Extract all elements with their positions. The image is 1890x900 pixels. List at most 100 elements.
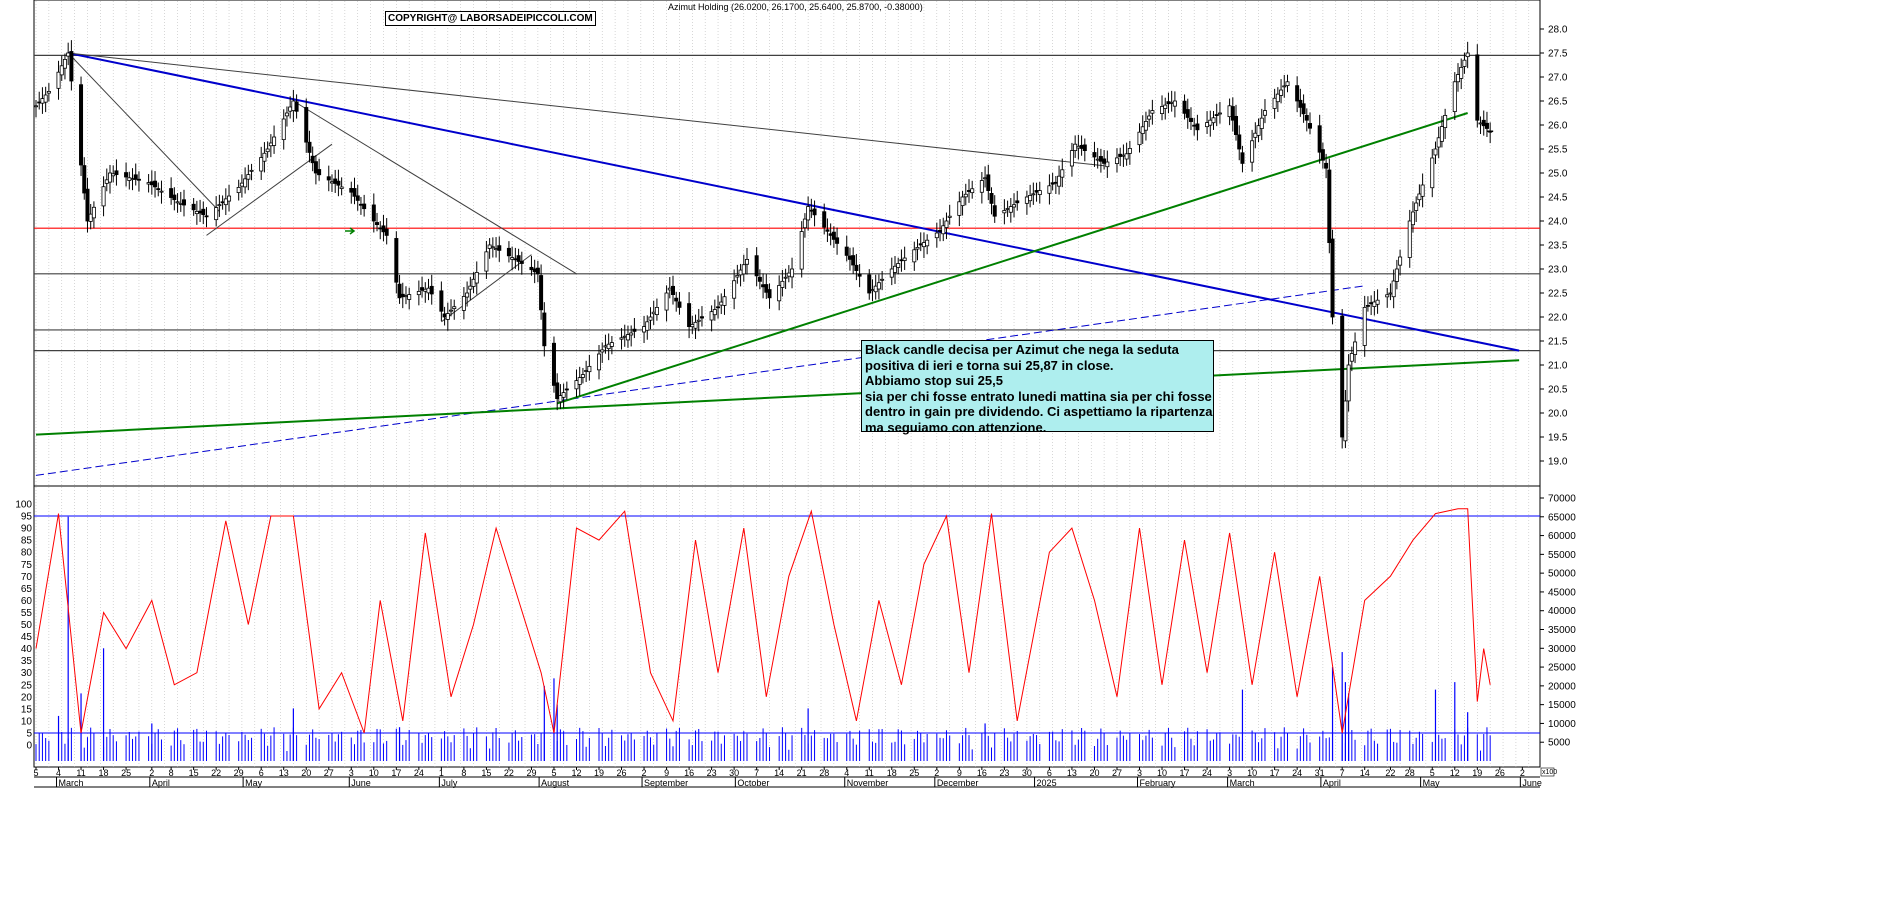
candle-body	[1340, 315, 1345, 438]
candle-body	[912, 249, 917, 263]
candle-body	[46, 91, 51, 94]
candle-body	[1394, 268, 1399, 282]
candle-body	[847, 255, 852, 260]
candle-body	[426, 287, 431, 294]
day-tick-label: 23	[999, 768, 1009, 778]
candle-body	[1279, 89, 1284, 96]
candle-body	[236, 186, 241, 194]
candle-body	[358, 203, 363, 206]
candle-body	[400, 293, 405, 298]
candle-body	[622, 335, 627, 338]
price-series	[34, 40, 1494, 449]
candle-body	[880, 278, 885, 281]
candle-body	[1172, 100, 1177, 107]
day-tick-label: 14	[774, 768, 784, 778]
candle-body	[699, 316, 704, 319]
candle-body	[194, 210, 199, 215]
candle-body	[114, 170, 119, 175]
day-tick-label: 3	[1227, 768, 1232, 778]
oscillator-tick-label: 10	[21, 716, 33, 727]
candle-body	[1114, 157, 1119, 164]
candle-body	[1008, 206, 1013, 213]
candle-body	[37, 101, 42, 104]
horizontal-levels	[34, 54, 1540, 734]
trendline	[67, 52, 220, 212]
annotation-line: Abbiamo stop sui 25,5	[865, 373, 1003, 388]
candle-body	[1015, 200, 1020, 204]
candle-body	[243, 178, 248, 188]
oscillator-tick-label: 65	[21, 584, 33, 595]
day-tick-label: 27	[324, 768, 334, 778]
price-tick-label: 19.5	[1548, 433, 1568, 444]
candle-body	[1057, 175, 1062, 187]
candle-body	[780, 280, 785, 288]
candle-body	[59, 65, 64, 76]
day-tick-label: 20	[1089, 768, 1099, 778]
candle-body	[574, 380, 579, 390]
candle-body	[146, 182, 151, 185]
candle-body	[1053, 181, 1058, 184]
candle-body	[577, 377, 582, 385]
day-tick-label: 10	[1157, 768, 1167, 778]
candle-body	[600, 349, 605, 353]
candle-body	[1324, 162, 1329, 169]
volume-tick-label: 30000	[1548, 644, 1576, 655]
candle-body	[558, 395, 563, 403]
candle-body	[1346, 364, 1351, 402]
candle-body	[825, 229, 830, 232]
scale-tag: x100	[1542, 769, 1557, 776]
candle-body	[651, 311, 656, 315]
candle-body	[281, 118, 286, 141]
candle-body	[429, 285, 434, 295]
candle-body	[1304, 115, 1309, 121]
candle-body	[1047, 185, 1052, 194]
candle-body	[802, 218, 807, 229]
candle-body	[352, 188, 357, 197]
oscillator-tick-label: 60	[21, 596, 33, 607]
candle-body	[272, 136, 277, 146]
volume-tick-label: 25000	[1548, 663, 1576, 674]
candle-body	[268, 142, 273, 147]
candle-body	[34, 105, 39, 108]
candle-body	[1391, 280, 1396, 298]
candle-body	[645, 321, 650, 331]
volume-tick-label: 45000	[1548, 587, 1576, 598]
candle-body	[941, 225, 946, 235]
candle-body	[1143, 121, 1148, 131]
day-tick-label: 24	[1202, 768, 1212, 778]
month-label: May	[245, 778, 263, 788]
candle-body	[375, 222, 380, 226]
annotation-line: sia per chi fosse entrato lunedi mattina…	[865, 388, 1212, 404]
day-tick-label: 22	[504, 768, 514, 778]
oscillator-tick-label: 25	[21, 680, 33, 691]
candle-body	[1234, 115, 1239, 136]
annotation-line: positiva di ieri e torna sui 25,87 in cl…	[865, 357, 1114, 373]
oscillator-tick-label: 15	[21, 704, 33, 715]
candle-body	[764, 284, 769, 293]
price-tick-label: 25.0	[1548, 169, 1568, 180]
candle-body	[1195, 123, 1200, 131]
candle-body	[938, 230, 943, 232]
candle-body	[1484, 122, 1489, 129]
candle-body	[1092, 152, 1097, 158]
candle-body	[1253, 132, 1258, 138]
candle-body	[381, 225, 386, 233]
candle-body	[741, 264, 746, 275]
candle-body	[1237, 134, 1242, 150]
candle-body	[957, 201, 962, 216]
candle-body	[1102, 158, 1107, 164]
candle-body	[471, 278, 476, 287]
day-tick-label: 12	[1450, 768, 1460, 778]
candle-body	[349, 187, 354, 193]
day-tick-label: 7	[754, 768, 759, 778]
candle-body	[831, 231, 836, 240]
candle-body	[516, 255, 521, 262]
volume-tick-label: 60000	[1548, 531, 1576, 542]
price-tick-label: 25.5	[1548, 145, 1568, 156]
trendlines	[35, 52, 1520, 476]
candle-body	[249, 169, 254, 172]
candle-body	[555, 382, 560, 400]
candle-body	[384, 228, 389, 236]
candle-body	[1465, 52, 1470, 58]
